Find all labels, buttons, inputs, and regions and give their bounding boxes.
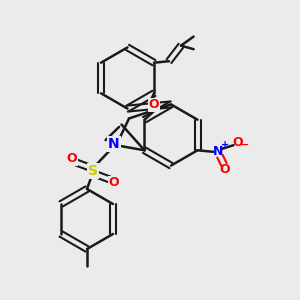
Text: N: N (108, 137, 120, 151)
Text: O: O (219, 163, 230, 176)
Text: O: O (148, 98, 159, 112)
Text: O: O (67, 152, 77, 166)
Text: O: O (109, 176, 119, 190)
Text: S: S (88, 164, 98, 178)
Text: N: N (213, 145, 224, 158)
Text: +: + (221, 140, 229, 150)
Text: −: − (240, 140, 249, 150)
Text: O: O (233, 136, 243, 149)
